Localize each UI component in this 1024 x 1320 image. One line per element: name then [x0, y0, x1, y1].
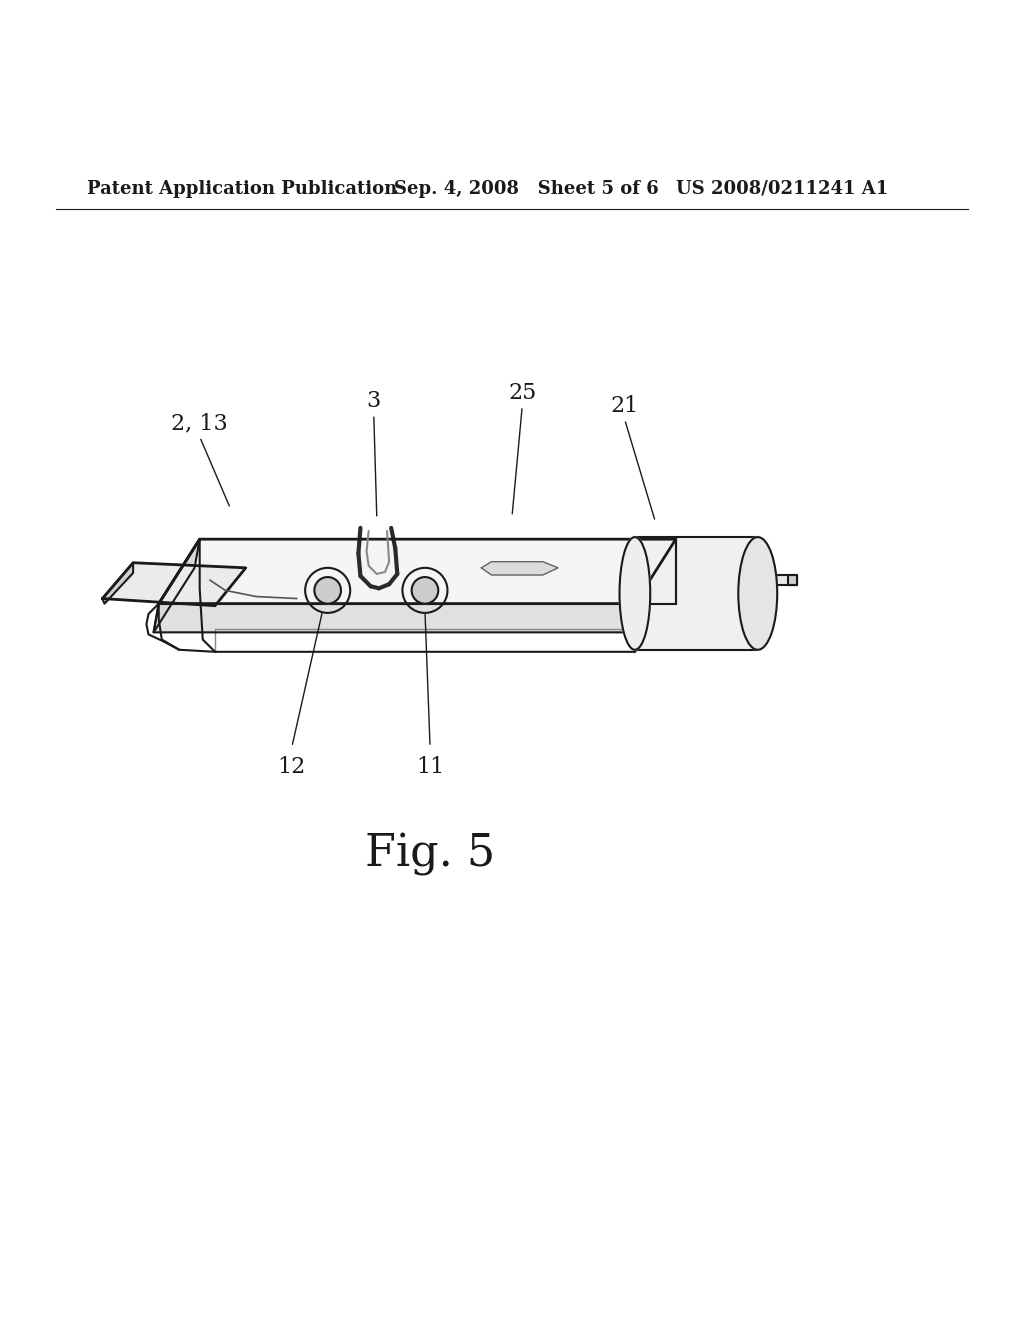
Text: 21: 21	[610, 395, 639, 417]
Polygon shape	[102, 562, 246, 606]
Polygon shape	[154, 539, 200, 632]
Polygon shape	[154, 603, 640, 632]
Text: Sep. 4, 2008   Sheet 5 of 6: Sep. 4, 2008 Sheet 5 of 6	[394, 180, 659, 198]
Circle shape	[412, 577, 438, 603]
Polygon shape	[102, 562, 133, 603]
Polygon shape	[481, 562, 558, 576]
Polygon shape	[159, 539, 676, 603]
Ellipse shape	[620, 537, 650, 649]
Polygon shape	[788, 576, 797, 585]
Text: Patent Application Publication: Patent Application Publication	[87, 180, 397, 198]
Text: 3: 3	[367, 391, 381, 412]
Text: Fig. 5: Fig. 5	[365, 833, 496, 876]
Ellipse shape	[738, 537, 777, 649]
Circle shape	[314, 577, 341, 603]
Text: 25: 25	[508, 381, 537, 404]
Polygon shape	[772, 576, 797, 585]
Text: US 2008/0211241 A1: US 2008/0211241 A1	[676, 180, 888, 198]
Text: 12: 12	[278, 756, 306, 779]
Text: 11: 11	[416, 756, 444, 779]
Polygon shape	[635, 537, 758, 649]
Text: 2, 13: 2, 13	[171, 413, 228, 434]
